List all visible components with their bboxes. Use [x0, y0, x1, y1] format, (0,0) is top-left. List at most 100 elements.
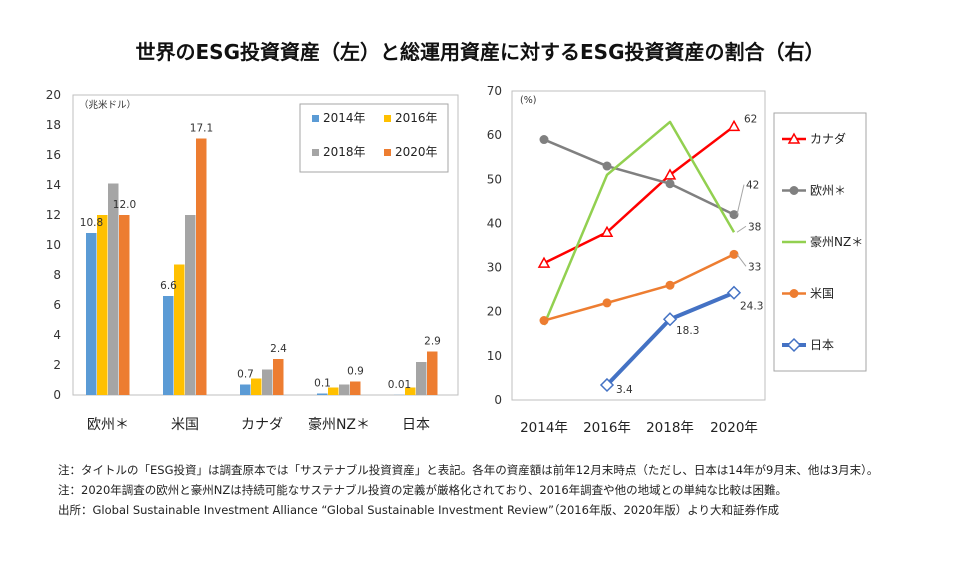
bar-y-tick-label: 0	[53, 388, 61, 402]
line-point	[602, 161, 612, 171]
bar	[97, 215, 108, 395]
bar-data-label: 17.1	[190, 123, 213, 135]
line-legend-marker	[786, 337, 802, 353]
bar-category-label: 日本	[402, 417, 430, 433]
bar-legend-label: 2020年	[395, 145, 438, 159]
line-y-tick-label: 50	[487, 172, 502, 186]
line-legend-label: 豪州NZ＊	[810, 234, 863, 249]
bar-data-label: 6.6	[160, 280, 177, 292]
bar-unit-label: （兆米ドル）	[79, 99, 136, 111]
line-legend-label: 欧州＊	[810, 184, 846, 198]
bar	[350, 381, 361, 395]
bar	[416, 362, 427, 395]
bar-y-tick-label: 2	[53, 358, 61, 372]
bar-y-tick-label: 12	[46, 208, 61, 222]
line-y-tick-label: 30	[487, 261, 502, 275]
line-x-tick-label: 2020年	[710, 420, 758, 436]
bar-legend-box	[299, 103, 449, 173]
line-legend-label: 日本	[810, 338, 834, 352]
line-point	[539, 316, 549, 326]
bar-category-label: 米国	[171, 417, 199, 433]
bar-data-label: 0.01	[388, 379, 411, 391]
bar	[108, 183, 119, 395]
line-point	[729, 249, 739, 259]
line-label-leader	[736, 254, 747, 267]
footnote-1: 注：タイトルの「ESG投資」は調査原本では「サステナブル投資資産」と表記。各年の…	[58, 463, 879, 477]
line-legend-label: 米国	[810, 287, 834, 301]
line-data-label: 42	[746, 180, 759, 192]
bar	[185, 215, 196, 395]
line-point	[729, 210, 739, 220]
line-point	[600, 225, 614, 238]
bar-y-tick-label: 14	[46, 178, 61, 192]
line-y-tick-label: 0	[494, 393, 502, 407]
line-series	[542, 120, 736, 326]
line-legend-label: カナダ	[810, 131, 846, 146]
line-data-label: 24.3	[740, 301, 763, 313]
line-point	[727, 119, 741, 132]
bar-legend-swatch	[384, 149, 391, 156]
bar-y-tick-label: 6	[53, 298, 61, 312]
footnote-source: 出所：Global Sustainable Investment Allianc…	[58, 503, 779, 517]
line-data-label: 62	[744, 113, 757, 125]
line-data-label: 3.4	[616, 384, 633, 396]
line-y-tick-label: 60	[487, 128, 502, 142]
bar	[196, 138, 207, 395]
line-x-tick-label: 2016年	[583, 420, 631, 436]
line-label-leader	[736, 184, 745, 215]
line-point	[663, 168, 677, 180]
line-point	[665, 179, 675, 189]
line-y-tick-label: 20	[487, 305, 502, 319]
bar-legend-label: 2016年	[395, 111, 438, 125]
bar	[240, 384, 251, 395]
line-point	[537, 256, 551, 268]
bar-y-tick-label: 20	[46, 88, 61, 102]
line-x-tick-label: 2014年	[520, 420, 568, 436]
footnote-2: 注：2020年調査の欧州と豪州NZは持続可能なサステナブル投資の定義が厳格化され…	[58, 483, 788, 497]
line-point	[665, 280, 675, 290]
line-legend-marker	[789, 289, 799, 298]
bar	[317, 393, 328, 395]
bar-category-label: 豪州NZ＊	[308, 417, 370, 433]
bar	[163, 296, 174, 395]
bar-y-tick-label: 10	[46, 238, 61, 252]
line-unit-label: (%)	[520, 95, 536, 106]
line-y-tick-label: 70	[487, 84, 502, 98]
bar	[119, 215, 130, 395]
bar	[405, 387, 416, 395]
bar	[174, 264, 185, 395]
line-y-tick-label: 40	[487, 216, 502, 230]
bar	[262, 369, 273, 395]
bar-data-label: 0.7	[237, 369, 254, 381]
bar	[273, 359, 284, 395]
bar-legend-label: 2018年	[323, 145, 366, 159]
bar-data-label: 2.9	[424, 336, 441, 348]
line-data-label: 38	[748, 221, 761, 233]
line-data-label: 18.3	[676, 325, 699, 337]
line-point	[599, 377, 615, 393]
bar	[339, 384, 350, 395]
bar-category-label: カナダ	[241, 417, 283, 433]
bar-legend-label: 2014年	[323, 111, 366, 125]
line-series	[543, 253, 735, 322]
bar	[251, 378, 262, 395]
bar-y-tick-label: 18	[46, 118, 61, 132]
bar	[86, 233, 97, 395]
bar-y-tick-label: 8	[53, 268, 61, 282]
bar	[427, 351, 438, 395]
line-legend-marker	[789, 186, 799, 195]
bar-data-label: 0.9	[347, 366, 364, 378]
line-y-tick-label: 10	[487, 349, 502, 363]
line-point	[602, 298, 612, 308]
chart-title: 世界のESG投資資産（左）と総運用資産に対するESG投資資産の割合（右）	[135, 40, 825, 64]
bar-legend-swatch	[312, 149, 319, 156]
bar-data-label: 0.1	[314, 378, 331, 390]
footnotes: 注：タイトルの「ESG投資」は調査原本では「サステナブル投資資産」と表記。各年の…	[58, 460, 878, 520]
line-label-leader	[736, 225, 747, 233]
line-data-label: 33	[748, 261, 761, 273]
bar-y-tick-label: 16	[46, 148, 61, 162]
line-x-tick-label: 2018年	[646, 420, 694, 436]
line-point	[539, 135, 549, 145]
bar-legend-swatch	[384, 115, 391, 122]
bar	[328, 387, 339, 395]
